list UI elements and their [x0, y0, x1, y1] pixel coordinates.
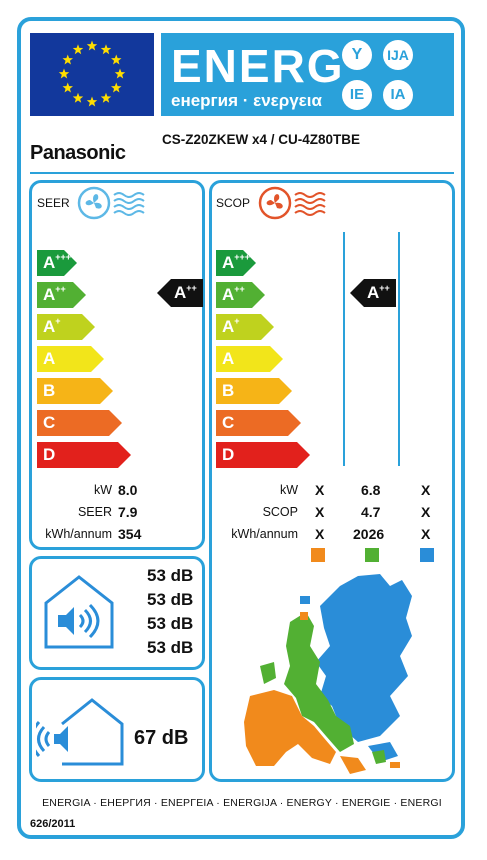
seer-kw-value: 8.0: [118, 482, 138, 498]
scop-title: SCOP: [216, 196, 251, 210]
scop-column-divider-1: [343, 232, 345, 466]
seer-seer-value: 7.9: [118, 504, 138, 520]
badge-ia: IA: [383, 80, 413, 110]
eu-flag: [30, 33, 154, 116]
eu-star-icon: [58, 68, 70, 79]
seer-rating-sup: ++: [186, 283, 197, 293]
scop-warm-kw: X: [315, 482, 325, 498]
eu-star-icon: [100, 92, 112, 103]
scop-class-arrow-5: B: [216, 378, 292, 404]
model-number: CS-Z20ZKEW x4 / CU-4Z80TBE: [162, 132, 361, 147]
brand-logo: Panasonic: [30, 142, 126, 164]
seer-kwh-value: 354: [118, 526, 142, 542]
eu-star-icon: [100, 44, 112, 55]
scop-panel: [209, 180, 455, 782]
indoor-noise-panel: [29, 556, 205, 670]
eu-star-icon: [114, 68, 126, 79]
eu-star-icon: [111, 54, 122, 65]
seer-kw-label: kW: [93, 483, 112, 497]
seer-seer-label: SEER: [77, 505, 112, 519]
seer-class-arrow-5: B: [37, 378, 113, 404]
scop-avg-kwh: 2026: [353, 526, 385, 542]
scop-scop-label: SCOP: [262, 505, 298, 519]
europe-climate-map: [244, 574, 412, 774]
indoor-noise-1: 53 dB: [147, 566, 194, 585]
indoor-noise-3: 53 dB: [147, 614, 194, 633]
scop-kw-label: kW: [279, 483, 298, 497]
average-zone-square: [365, 548, 379, 562]
scop-class-arrow-6: C: [216, 410, 301, 436]
seer-class-arrow-7: D: [37, 442, 131, 468]
scop-class-label: A+++: [222, 252, 251, 272]
cold-zone-square: [420, 548, 434, 562]
seer-class-arrow-6: C: [37, 410, 122, 436]
scop-avg-kw: 6.8: [361, 482, 381, 498]
scop-rating-letter: A: [367, 283, 380, 302]
warm-zone-region: [244, 612, 400, 774]
eu-star-icon: [111, 82, 122, 93]
scop-column-divider-2: [398, 232, 400, 466]
scop-rating-sup: ++: [379, 283, 390, 293]
energ-word: ENERG: [171, 40, 345, 92]
indoor-noise-4: 53 dB: [147, 638, 194, 657]
scop-cold-scop: X: [421, 504, 431, 520]
scop-class-label: C: [222, 413, 235, 432]
scop-cold-kwh: X: [421, 526, 431, 542]
scop-class-arrow-4: A: [216, 346, 283, 372]
scop-class-arrow-7: D: [216, 442, 310, 468]
scop-kwh-label: kWh/annum: [231, 527, 298, 541]
seer-kwh-label: kWh/annum: [45, 527, 112, 541]
outdoor-noise: 67 dB: [134, 727, 189, 749]
heating-fan-icon: [258, 186, 326, 220]
seer-class-arrow-3: A+: [37, 314, 95, 340]
seer-panel: [29, 180, 205, 550]
badge-ie: IE: [342, 80, 372, 110]
seer-class-label: B: [43, 381, 56, 400]
indoor-noise-2: 53 dB: [147, 590, 194, 609]
eu-stars-icon: [58, 40, 126, 107]
eu-star-icon: [72, 44, 84, 55]
scop-warm-scop: X: [315, 504, 325, 520]
seer-class-label: C: [43, 413, 56, 432]
seer-class-label: A+: [43, 316, 61, 336]
seer-class-label: A+++: [43, 252, 72, 272]
seer-class-label: D: [43, 445, 56, 464]
outdoor-speaker-icon: [36, 698, 124, 766]
seer-class-arrow-4: A: [37, 346, 104, 372]
scop-class-label: A+: [222, 316, 240, 336]
energy-header: ENERG енергия · ενεργεια Y IJA IE IA: [161, 33, 454, 116]
cooling-fan-icon: [77, 186, 145, 220]
seer-class-label: A++: [43, 284, 66, 304]
eu-star-icon: [72, 92, 84, 103]
scop-cold-kw: X: [421, 482, 431, 498]
eu-star-icon: [86, 40, 98, 51]
energ-subtitle: енергия · ενεργεια: [171, 91, 322, 110]
scop-avg-scop: 4.7: [361, 504, 381, 520]
energy-footer: ENERGIA · ЕНЕРГИЯ · ΕΝΕΡΓΕΙΑ · ENERGIJA …: [42, 797, 442, 809]
regulation-number: 626/2011: [30, 818, 76, 830]
scop-class-arrow-3: A+: [216, 314, 274, 340]
seer-title: SEER: [37, 196, 70, 210]
scop-class-label: A++: [222, 284, 245, 304]
scop-warm-kwh: X: [315, 526, 325, 542]
warm-zone-square: [311, 548, 325, 562]
badge-ija: IJA: [383, 40, 413, 70]
outdoor-noise-panel: [29, 677, 205, 782]
badge-y: Y: [342, 40, 372, 70]
scop-class-label: D: [222, 445, 235, 464]
scop-class-label: B: [222, 381, 235, 400]
eu-star-icon: [86, 96, 98, 107]
average-zone-region: [260, 612, 386, 764]
header-divider: [30, 172, 454, 174]
seer-class-label: A: [43, 349, 56, 368]
eu-star-icon: [62, 54, 73, 65]
seer-rating-letter: A: [174, 283, 187, 302]
scop-class-label: A: [222, 349, 235, 368]
indoor-speaker-icon: [44, 575, 114, 649]
eu-star-icon: [62, 82, 73, 93]
